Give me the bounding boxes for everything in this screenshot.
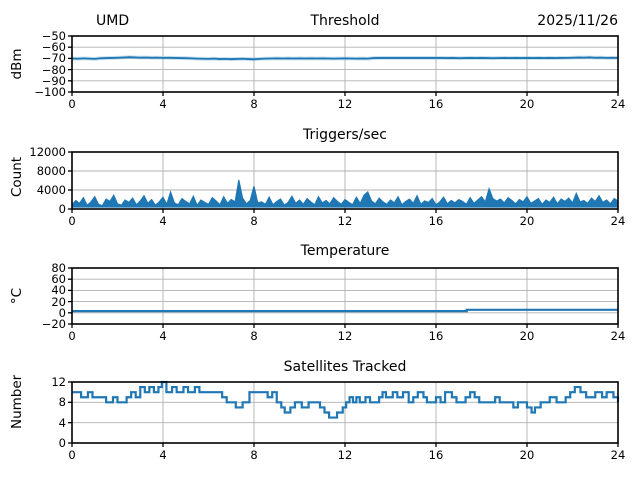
y-tick-label: 0 [58, 436, 66, 450]
x-tick-label: 16 [428, 214, 444, 228]
x-tick-label: 0 [68, 97, 76, 111]
date-label: 2025/11/26 [537, 13, 618, 29]
y-tick-label: 80 [51, 261, 66, 275]
y-tick-label: 4 [58, 415, 66, 430]
y-tick-label: −70 [41, 51, 66, 66]
x-tick-label: 12 [337, 97, 353, 111]
subplot-temperature-title: Temperature [300, 243, 390, 259]
y-tick-label: 12000 [29, 145, 66, 159]
y-tick-label: −60 [41, 40, 66, 55]
temperature-series-line [72, 308, 618, 313]
y-tick-label: 0 [58, 305, 66, 320]
y-tick-label: 0 [58, 202, 66, 216]
y-tick-label: 12 [51, 375, 66, 389]
x-tick-label: 0 [68, 448, 76, 462]
x-tick-label: 24 [610, 329, 626, 343]
satellites-series-line [72, 380, 620, 419]
x-tick-label: 4 [159, 329, 167, 343]
subplot-triggers-title: Triggers/sec [303, 127, 387, 143]
y-tick-label: 8 [58, 395, 66, 410]
triggers-series-line [71, 179, 619, 207]
x-tick-label: 16 [428, 329, 444, 343]
x-tick-label: 4 [159, 448, 167, 462]
subplot-threshold-title-row: UMD Threshold 2025/11/26 [72, 13, 618, 30]
x-tick-label: 12 [337, 214, 353, 228]
y-tick-label: −20 [41, 317, 66, 331]
x-tick-label: 16 [428, 97, 444, 111]
x-tick-label: 0 [68, 214, 76, 228]
y-tick-label: 60 [51, 272, 66, 287]
subplot-satellites-graphics [68, 380, 620, 447]
y-tick-label: 40 [51, 283, 66, 298]
x-tick-label: 12 [337, 448, 353, 462]
x-tick-label: 24 [610, 448, 626, 462]
x-tick-label: 8 [250, 329, 258, 343]
x-tick-label: 24 [610, 214, 626, 228]
y-tick-label: −90 [41, 73, 66, 88]
x-tick-label: 4 [159, 97, 167, 111]
y-tick-label: −50 [41, 29, 66, 43]
x-tick-label: 20 [519, 329, 535, 343]
subplot-threshold-graphics [68, 35, 619, 96]
x-tick-label: 4 [159, 214, 167, 228]
subplot-temperature-graphics [68, 267, 619, 328]
subplot-satellites-title: Satellites Tracked [283, 359, 407, 375]
subplot-triggers-graphics [68, 151, 619, 213]
x-tick-label: 8 [250, 97, 258, 111]
threshold-series-line [71, 56, 619, 61]
x-tick-label: 0 [68, 329, 76, 343]
y-tick-label: 4000 [36, 183, 66, 197]
triggers-series-fill [72, 180, 618, 208]
x-tick-label: 20 [519, 448, 535, 462]
x-tick-label: 24 [610, 97, 626, 111]
x-tick-label: 16 [428, 448, 444, 462]
station-label: UMD [96, 13, 130, 29]
x-tick-label: 20 [519, 97, 535, 111]
x-tick-label: 12 [337, 329, 353, 343]
subplot-threshold-title: Threshold [310, 13, 380, 29]
x-tick-label: 20 [519, 214, 535, 228]
y-tick-label: −100 [34, 85, 66, 99]
y-tick-label: 8000 [36, 164, 66, 178]
y-tick-label: −80 [41, 62, 66, 77]
x-tick-label: 8 [250, 214, 258, 228]
y-tick-label: 20 [51, 294, 66, 309]
x-tick-label: 8 [250, 448, 258, 462]
